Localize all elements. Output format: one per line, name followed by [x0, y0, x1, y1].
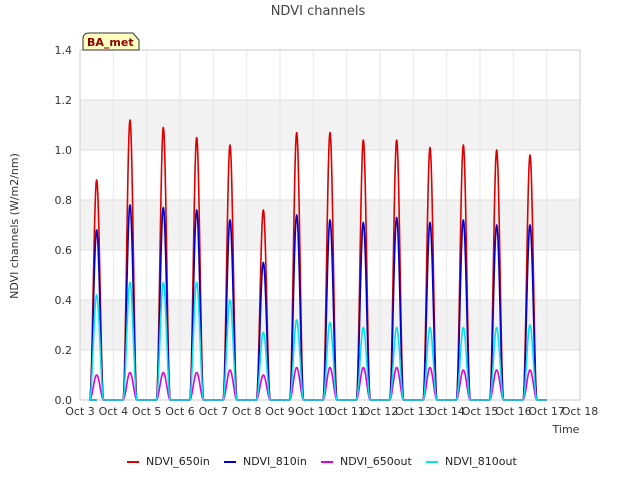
x-tick-label: Oct 3	[65, 405, 95, 418]
legend-label-ndvi_810in: NDVI_810in	[243, 455, 307, 468]
x-axis-label: Time	[552, 423, 580, 436]
x-tick-label: Oct 11	[328, 405, 365, 418]
y-tick-label: 0.2	[55, 344, 73, 357]
y-tick-label: 0.8	[55, 194, 73, 207]
x-tick-labels: Oct 3 Oct 4 Oct 5 Oct 6 Oct 7 Oct 8 Oct 9 Oct 1…	[65, 405, 598, 418]
legend-label-ndvi_810out: NDVI_810out	[445, 455, 517, 468]
badge-label: BA_met	[87, 36, 134, 49]
x-tick-label: Oct 12	[362, 405, 399, 418]
y-tick-label: 0.0	[55, 394, 73, 407]
x-tick-label: Oct 18	[562, 405, 599, 418]
y-axis-label: NDVI channels (W/m2/nm)	[8, 153, 21, 299]
legend-label-ndvi_650in: NDVI_650in	[146, 455, 210, 468]
x-tick-label: Oct 15	[462, 405, 499, 418]
y-tick-label: 1.2	[55, 94, 73, 107]
x-tick-label: Oct 5	[132, 405, 162, 418]
y-tick-label: 0.6	[55, 244, 73, 257]
x-tick-label: Oct 8	[232, 405, 262, 418]
x-tick-label: Oct 7	[199, 405, 229, 418]
grid-band	[80, 100, 580, 150]
y-tick-label: 1.4	[55, 44, 73, 57]
y-tick-labels: 0.0 0.2 0.4 0.6 0.8 1.0 1.2 1.4	[55, 44, 73, 407]
x-tick-label: Oct 17	[528, 405, 565, 418]
chart-title: NDVI channels	[271, 4, 366, 19]
x-tick-label: Oct 4	[99, 405, 129, 418]
x-tick-label: Oct 6	[165, 405, 195, 418]
ba-met-badge: BA_met	[82, 32, 140, 51]
x-tick-label: Oct 10	[295, 405, 332, 418]
x-tick-label: Oct 14	[428, 405, 465, 418]
x-tick-label: Oct 9	[265, 405, 295, 418]
y-tick-label: 1.0	[55, 144, 73, 157]
x-tick-label: Oct 13	[395, 405, 432, 418]
y-tick-label: 0.4	[55, 294, 73, 307]
x-tick-label: Oct 16	[495, 405, 532, 418]
legend-label-ndvi_650out: NDVI_650out	[340, 455, 412, 468]
series-group	[88, 119, 547, 401]
series-line-ndvi_810out	[88, 281, 547, 401]
legend: NDVI_650in NDVI_810in NDVI_650out NDVI_810o…	[127, 455, 517, 468]
plot-frame	[79, 49, 581, 401]
